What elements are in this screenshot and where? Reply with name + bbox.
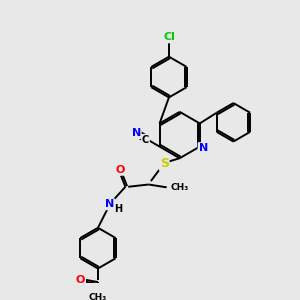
Text: CH₃: CH₃: [170, 183, 189, 192]
Text: S: S: [160, 157, 169, 170]
Text: CH₃: CH₃: [89, 293, 107, 300]
Text: O: O: [76, 275, 85, 285]
Text: C: C: [142, 135, 149, 145]
Text: Cl: Cl: [163, 32, 175, 43]
Text: O: O: [116, 165, 125, 175]
Text: H: H: [114, 204, 122, 214]
Text: N: N: [105, 199, 115, 209]
Text: N: N: [199, 143, 208, 153]
Text: N: N: [131, 128, 141, 138]
